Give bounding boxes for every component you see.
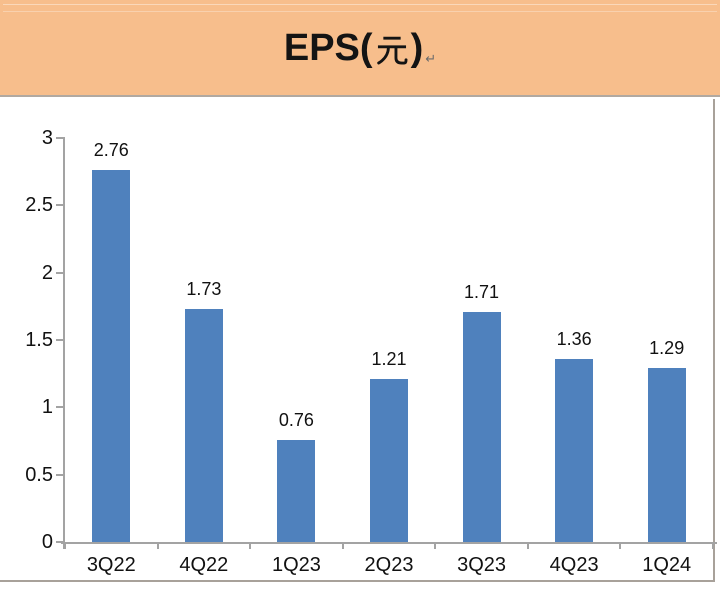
chart-title-bar: EPS( ) ↵	[0, 0, 720, 97]
paragraph-return-mark: ↵	[425, 50, 437, 66]
plot-card	[0, 99, 715, 582]
yuan-character-glyph	[376, 36, 408, 64]
chart-title-text-prefix: EPS(	[283, 26, 373, 69]
chart-title-text-suffix: )	[410, 26, 424, 69]
chart-title: EPS( ) ↵	[284, 29, 436, 67]
